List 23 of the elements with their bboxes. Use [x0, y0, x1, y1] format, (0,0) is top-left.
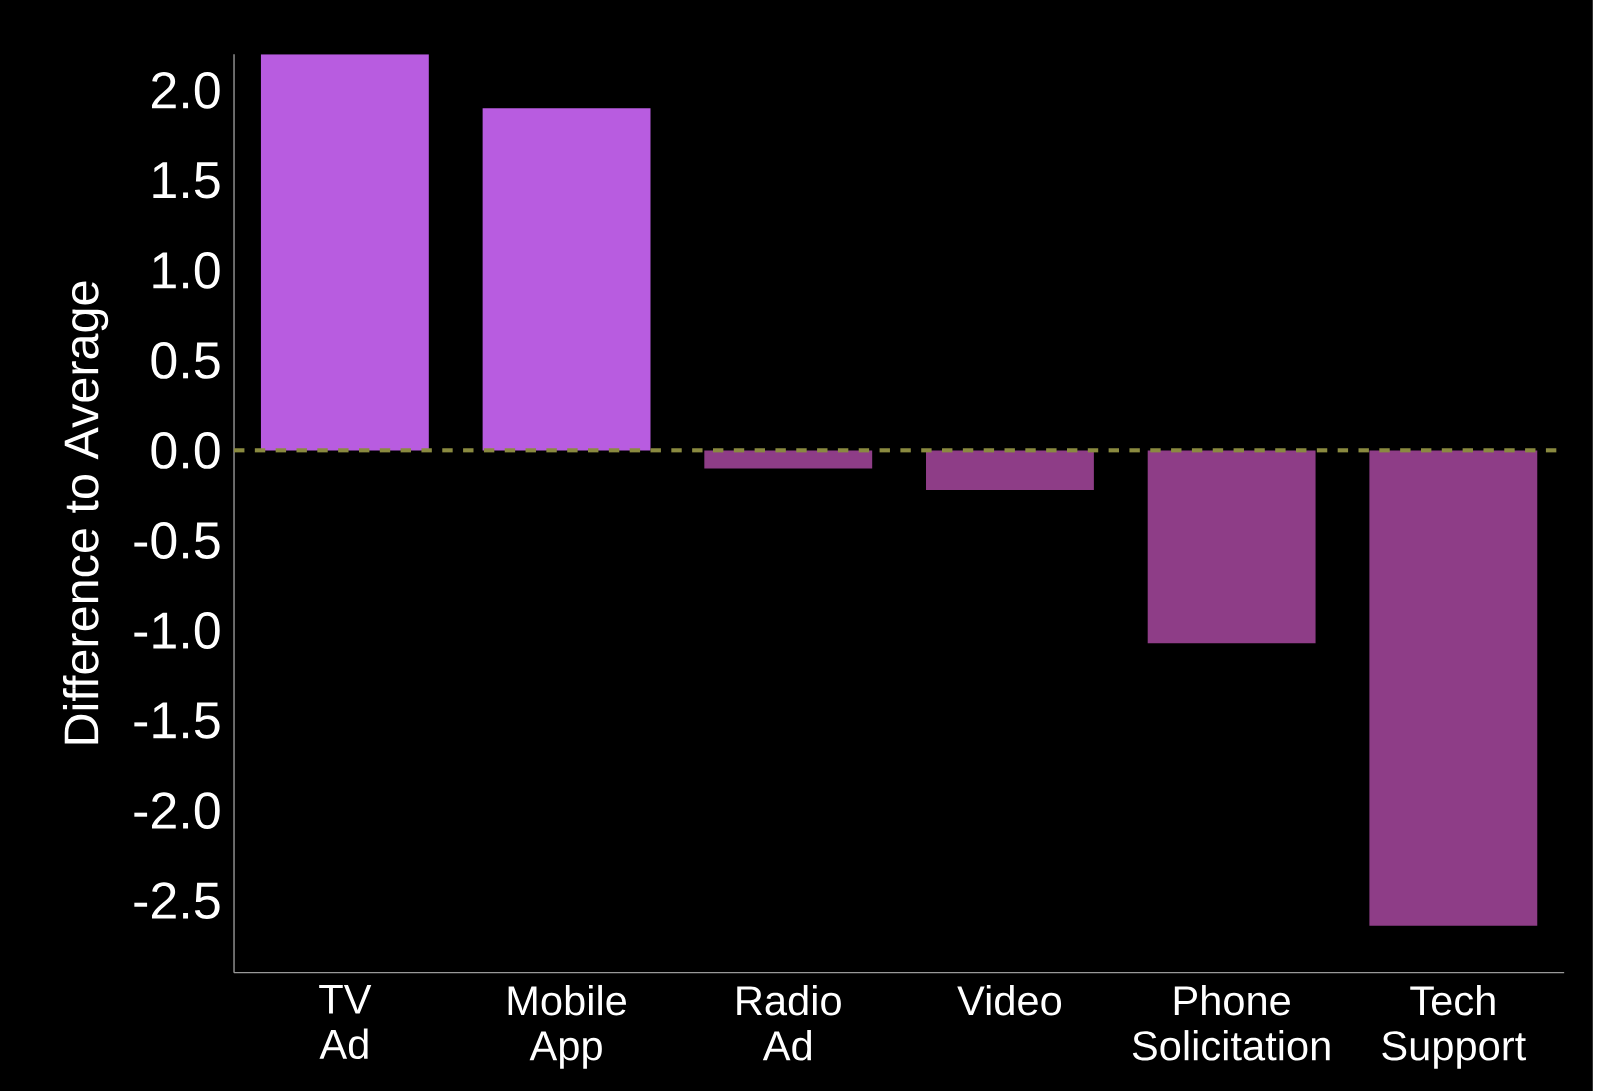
- bar: [926, 450, 1094, 490]
- bar: [260, 54, 429, 451]
- x-tick-label: Mobile App: [508, 984, 626, 1069]
- x-tick-label: Radio Ad: [737, 984, 841, 1061]
- y-axis-title: Difference to Average: [62, 281, 109, 744]
- y-tick-label: -1.0: [134, 612, 220, 649]
- x-tick-label: Tech Support: [1382, 984, 1526, 1069]
- y-tick-label: -2.0: [134, 792, 220, 829]
- bar: [1369, 450, 1538, 926]
- x-tick-label: Phone Solicitation: [1132, 984, 1330, 1061]
- y-tick-label: 1.5: [153, 162, 220, 199]
- bar: [1147, 450, 1316, 644]
- y-tick-label: -0.5: [134, 521, 220, 559]
- x-tick-label: TV Ad: [319, 984, 372, 1059]
- x-tick-label: Video: [957, 984, 1062, 1016]
- y-tick-label: -2.5: [134, 882, 220, 919]
- y-tick-label: -1.5: [134, 702, 220, 739]
- y-tick-label: 0.0: [151, 431, 220, 469]
- y-tick-label: 1.0: [153, 251, 220, 289]
- y-tick-label: 0.5: [151, 341, 220, 379]
- bar: [482, 108, 651, 451]
- y-tick-label: 2.0: [152, 71, 220, 109]
- bar: [704, 450, 873, 469]
